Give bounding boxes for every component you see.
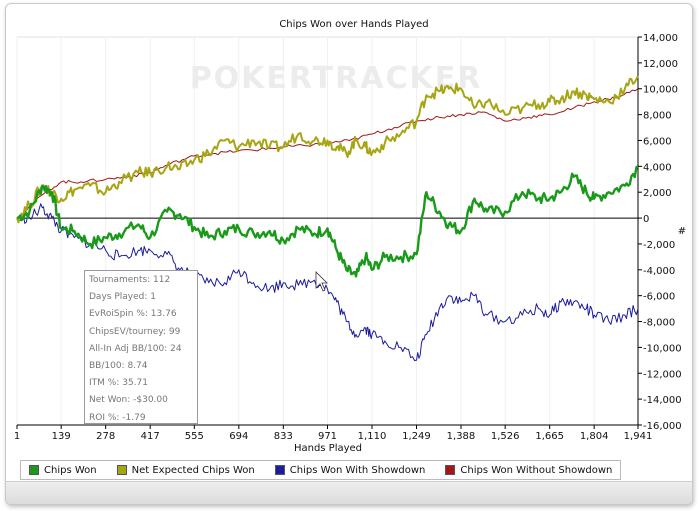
legend-swatch-chips-won	[29, 465, 39, 475]
x-tick-label: 1,665	[535, 431, 564, 442]
tooltip-evroispin: EvRoiSpin %: 13.76	[89, 309, 177, 320]
x-tick-label: 1,110	[358, 431, 387, 442]
y-tick-label: 6,000	[643, 136, 672, 147]
tooltip-days-played: Days Played: 1	[89, 292, 156, 303]
x-tick-label: 694	[229, 431, 248, 442]
legend-item-chips-won[interactable]: Chips Won	[29, 465, 97, 476]
y-tick-label: 8,000	[643, 111, 672, 122]
x-axis-title: Hands Played	[294, 443, 362, 454]
x-tick-label: 1,249	[402, 431, 431, 442]
x-tick-label: 417	[141, 431, 160, 442]
x-tick-label: 1,804	[580, 431, 609, 442]
y-tick-label: 12,000	[643, 59, 678, 70]
x-tick-label: 1,941	[624, 431, 653, 442]
chips-won-chart: POKERTRACKER 1 139 278 417 555 694 833 971 1,110…	[14, 19, 686, 454]
x-tick-label: 971	[318, 431, 337, 442]
series-line-with-showdown	[16, 203, 639, 361]
y-tick-label: -12,000	[643, 369, 682, 380]
tooltip-itm: ITM %: 35.71	[89, 378, 148, 389]
y-tick-label: -8,000	[643, 318, 675, 329]
legend-item-with-showdown[interactable]: Chips Won With Showdown	[274, 464, 426, 476]
legend-label-with-showdown: Chips Won With Showdown	[289, 464, 426, 476]
legend-label-net-expected: Net Expected Chips Won	[131, 464, 255, 476]
y-axis-title: #	[678, 226, 686, 237]
tooltip-net-won: Net Won: -$30.00	[89, 395, 168, 406]
y-tick-label: 2,000	[643, 188, 672, 199]
y-tick-label: -4,000	[643, 266, 675, 277]
x-tick-label: 278	[96, 431, 115, 442]
stats-tooltip: Tournaments: 112 Days Played: 1 EvRoiSpi…	[84, 270, 198, 424]
y-tick-label: -10,000	[643, 343, 682, 354]
x-tick-label: 555	[185, 431, 204, 442]
watermark-logo: POKERTRACKER	[190, 61, 483, 96]
x-tick-label: 1,526	[491, 431, 520, 442]
y-tick-label: -2,000	[643, 240, 675, 251]
legend-label-without-showdown: Chips Won Without Showdown	[460, 464, 613, 476]
mouse-cursor-icon	[315, 271, 328, 292]
legend-label-chips-won: Chips Won	[44, 464, 97, 476]
y-tick-label: 0	[643, 214, 649, 225]
x-tick-label: 1	[14, 431, 20, 442]
x-tick-label: 139	[52, 431, 71, 442]
legend-item-net-expected[interactable]: Net Expected Chips Won	[116, 464, 255, 476]
series-line-net-expected	[16, 75, 639, 224]
legend-swatch-with-showdown	[274, 465, 285, 475]
legend-item-without-showdown[interactable]: Chips Won Without Showdown	[445, 465, 612, 476]
y-tick-label: 14,000	[643, 33, 678, 44]
y-tick-label: -6,000	[643, 292, 675, 303]
y-tick-label: -14,000	[643, 395, 682, 406]
chart-legend: Chips Won Net Expected Chips Won Chips W…	[20, 460, 622, 480]
chart-title: Chips Won over Hands Played	[279, 19, 428, 30]
window-footer	[6, 481, 692, 504]
x-tick-label: 1,388	[447, 431, 476, 442]
x-tick-label: 833	[274, 431, 293, 442]
chart-window: POKERTRACKER 1 139 278 417 555 694 833 971 1,110…	[5, 3, 693, 505]
tooltip-tournaments: Tournaments: 112	[89, 275, 171, 285]
legend-swatch-without-showdown	[445, 465, 456, 475]
tooltip-allin-bb100: All-In Adj BB/100: 24	[89, 343, 182, 354]
tooltip-bb100: BB/100: 8.74	[89, 361, 148, 372]
y-tick-label: -16,000	[643, 421, 682, 432]
y-tick-label: 10,000	[643, 85, 678, 96]
tooltip-roi: ROI %: -1.79	[89, 412, 146, 423]
tooltip-chipsev: ChipsEV/tourney: 99	[89, 326, 181, 337]
y-tick-label: 4,000	[643, 162, 672, 173]
legend-swatch-net-expected	[116, 465, 127, 475]
series-line-chips-won	[16, 165, 639, 278]
